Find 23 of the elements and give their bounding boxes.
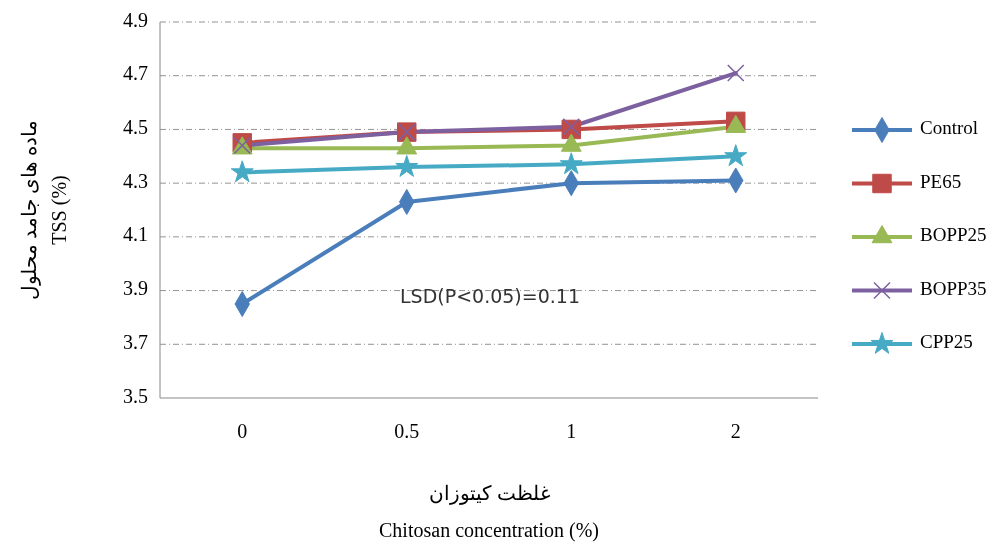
y-tick-label: 4.9 bbox=[123, 8, 148, 31]
legend-label: BOPP25 bbox=[920, 224, 987, 246]
point bbox=[230, 160, 254, 183]
x-tick-label: 0 bbox=[237, 420, 248, 442]
legend-label: BOPP35 bbox=[920, 277, 987, 299]
y-tick-label: 3.5 bbox=[123, 384, 148, 407]
x-tick-label: 2 bbox=[730, 420, 741, 442]
y-tick-label: 3.9 bbox=[123, 277, 148, 300]
point bbox=[724, 144, 748, 167]
annotation: LSD(P<0.05)=0.11 bbox=[399, 285, 581, 307]
x-tick-label: 0.5 bbox=[394, 420, 420, 442]
point bbox=[559, 152, 583, 175]
point bbox=[395, 154, 419, 177]
y-tick-label: 4.3 bbox=[123, 169, 148, 192]
x-tick-label: 1 bbox=[566, 420, 577, 442]
legend-label: CPP25 bbox=[920, 331, 973, 353]
y-tick-label: 4.5 bbox=[123, 116, 148, 139]
legend-label: Control bbox=[920, 117, 979, 139]
y-tick-label: 3.7 bbox=[123, 330, 148, 353]
point bbox=[727, 64, 745, 82]
y-tick-label: 4.7 bbox=[123, 62, 148, 85]
y-tick-label: 4.1 bbox=[123, 223, 148, 246]
legend-label: PE65 bbox=[920, 170, 962, 192]
